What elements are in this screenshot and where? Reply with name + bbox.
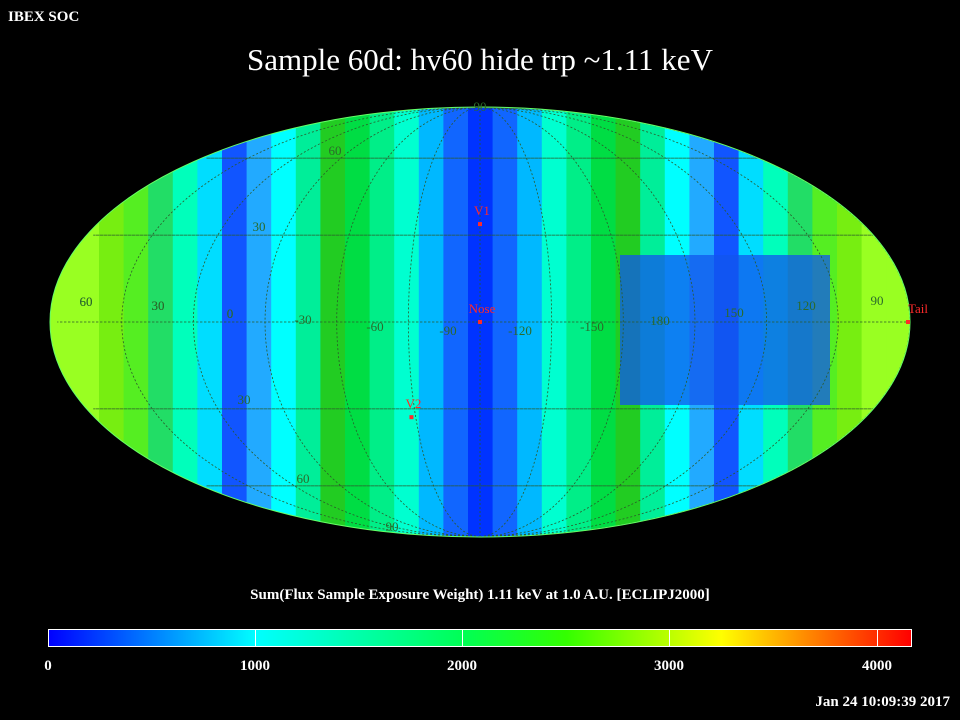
lon-label: -30	[294, 312, 311, 327]
lon-label: 60	[80, 294, 93, 309]
colorbar-tick-label: 2000	[447, 658, 477, 674]
lon-line	[479, 107, 553, 537]
marker-label: Tail	[908, 301, 928, 316]
lon-label: 30	[152, 298, 165, 313]
map-markers: V1 Nose V2 Tail	[406, 203, 928, 420]
lat-label: 30	[253, 219, 266, 234]
flux-stripe	[911, 107, 936, 537]
colorbar-tick	[877, 629, 878, 647]
flux-stripe	[394, 107, 420, 537]
lat-label: 60	[297, 471, 310, 486]
lon-line	[479, 107, 839, 537]
lat-label: 90	[474, 99, 487, 114]
flux-stripe	[50, 107, 51, 537]
lon-line	[192, 107, 481, 537]
colorbar-tick	[462, 629, 463, 647]
flux-stripe	[418, 107, 444, 537]
lon-label: -60	[366, 319, 383, 334]
lon-label: -90	[439, 323, 456, 338]
colorbar-tick-label: 4000	[862, 658, 892, 674]
map-title: Sample 60d: hv60 hide trp ~1.11 keV	[247, 42, 713, 77]
lon-label: 150	[724, 305, 744, 320]
lon-label: 90	[871, 293, 884, 308]
lat-label: 0	[227, 306, 234, 321]
lat-label: 60	[80, 294, 93, 309]
lon-line	[479, 107, 768, 537]
lat-label: 60	[329, 143, 342, 158]
flux-region	[620, 255, 830, 405]
colorbar-tick-label: 1000	[240, 658, 270, 674]
lon-line	[479, 107, 624, 537]
lat-label: 30	[152, 298, 165, 313]
graticule	[57, 107, 910, 537]
lon-label: 0	[227, 306, 234, 321]
lon-label: -150	[580, 319, 604, 334]
marker-label: Nose	[469, 301, 496, 316]
colorbar-tick	[255, 629, 256, 647]
colorbar-tick-label: 0	[44, 658, 52, 674]
colorbar-tick-label: 3000	[654, 658, 684, 674]
marker-tail	[906, 320, 910, 324]
colorbar	[48, 629, 912, 647]
lon-line	[479, 107, 696, 537]
lon-label: 180	[650, 313, 670, 328]
timestamp: Jan 24 10:09:39 2017	[815, 694, 950, 710]
flux-stripe	[50, 107, 75, 537]
marker-nose	[478, 320, 482, 324]
lon-line	[336, 107, 481, 537]
flux-stripe	[246, 107, 272, 537]
lon-label: -120	[508, 323, 532, 338]
marker-label: V1	[474, 203, 490, 218]
lon-line	[121, 107, 481, 537]
org-label: IBEX SOC	[8, 9, 80, 25]
lat-label: 90	[386, 519, 399, 534]
lat-label: 30	[238, 392, 251, 407]
lon-line	[407, 107, 481, 537]
marker-label: V2	[406, 396, 422, 411]
lon-line	[264, 107, 481, 537]
colorbar-label: Sum(Flux Sample Exposure Weight) 1.11 ke…	[250, 587, 710, 603]
marker-v2	[409, 415, 414, 420]
colorbar-tick	[669, 629, 670, 647]
marker-v1	[478, 222, 482, 227]
flux-stripe	[566, 107, 592, 537]
lon-label: 120	[796, 298, 816, 313]
